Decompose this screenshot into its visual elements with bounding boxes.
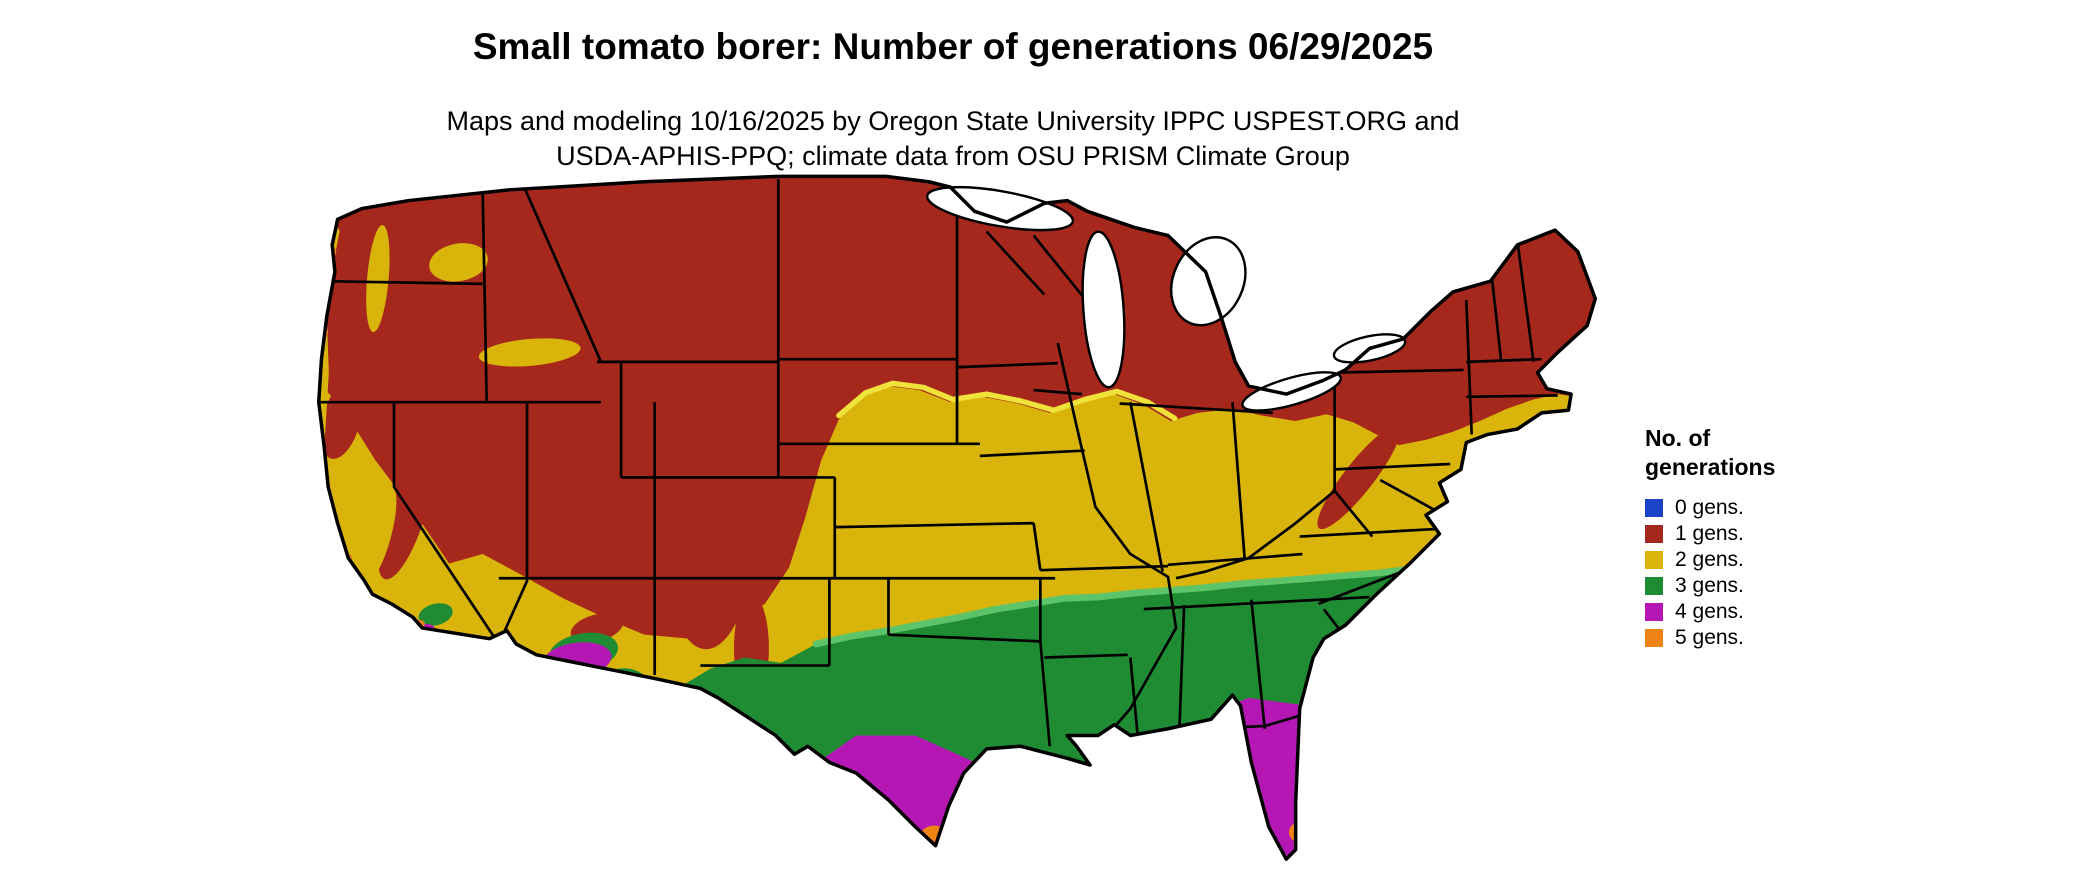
lake-michigan [1081, 230, 1126, 389]
legend-title: No. of generations [1645, 424, 1775, 483]
light-green-fringe [812, 565, 1416, 648]
legend-swatch-4-gens [1645, 602, 1663, 621]
legend-label: 1 gens. [1675, 521, 1744, 545]
us-generations-map [317, 174, 1598, 861]
legend-label: 2 gens. [1675, 547, 1744, 571]
map-legend: No. of generations 0 gens. 1 gens. 2 gen… [1645, 424, 1775, 651]
legend-label: 3 gens. [1675, 573, 1744, 597]
legend-label: 4 gens. [1675, 599, 1744, 623]
legend-title-line-1: No. of [1645, 425, 1711, 451]
legend-swatch-1-gens [1645, 524, 1663, 543]
page-subtitle: Maps and modeling 10/16/2025 by Oregon S… [0, 104, 1906, 174]
light-yellow-fringe [836, 380, 1178, 421]
subtitle-line-1: Maps and modeling 10/16/2025 by Oregon S… [446, 106, 1460, 136]
legend-swatch-5-gens [1645, 628, 1663, 647]
page-title: Small tomato borer: Number of generation… [472, 26, 1434, 67]
subtitle-line-2: USDA-APHIS-PPQ; climate data from OSU PR… [556, 141, 1350, 172]
legend-title-line-2: generations [1645, 454, 1776, 481]
legend-item-3-gens: 3 gens. [1645, 573, 1775, 599]
lake-superior [925, 185, 1075, 232]
generation-bands [318, 176, 1596, 860]
map-container [308, 171, 1598, 886]
us-outline [317, 174, 1598, 861]
legend-item-5-gens: 5 gens. [1645, 625, 1775, 651]
legend-label: 0 gens. [1675, 495, 1744, 519]
legend-swatch-0-gens [1645, 498, 1663, 517]
legend-swatch-3-gens [1645, 576, 1663, 595]
band-1-gens-mountain-pockets [320, 380, 1401, 702]
legend-swatch-2-gens [1645, 550, 1663, 569]
state-borders [318, 179, 1558, 760]
legend-item-1-gens: 1 gens. [1645, 521, 1775, 547]
legend-item-4-gens: 4 gens. [1645, 599, 1775, 625]
legend-item-0-gens: 0 gens. [1645, 495, 1775, 521]
legend-item-2-gens: 2 gens. [1645, 547, 1775, 573]
legend-label: 5 gens. [1675, 625, 1744, 649]
